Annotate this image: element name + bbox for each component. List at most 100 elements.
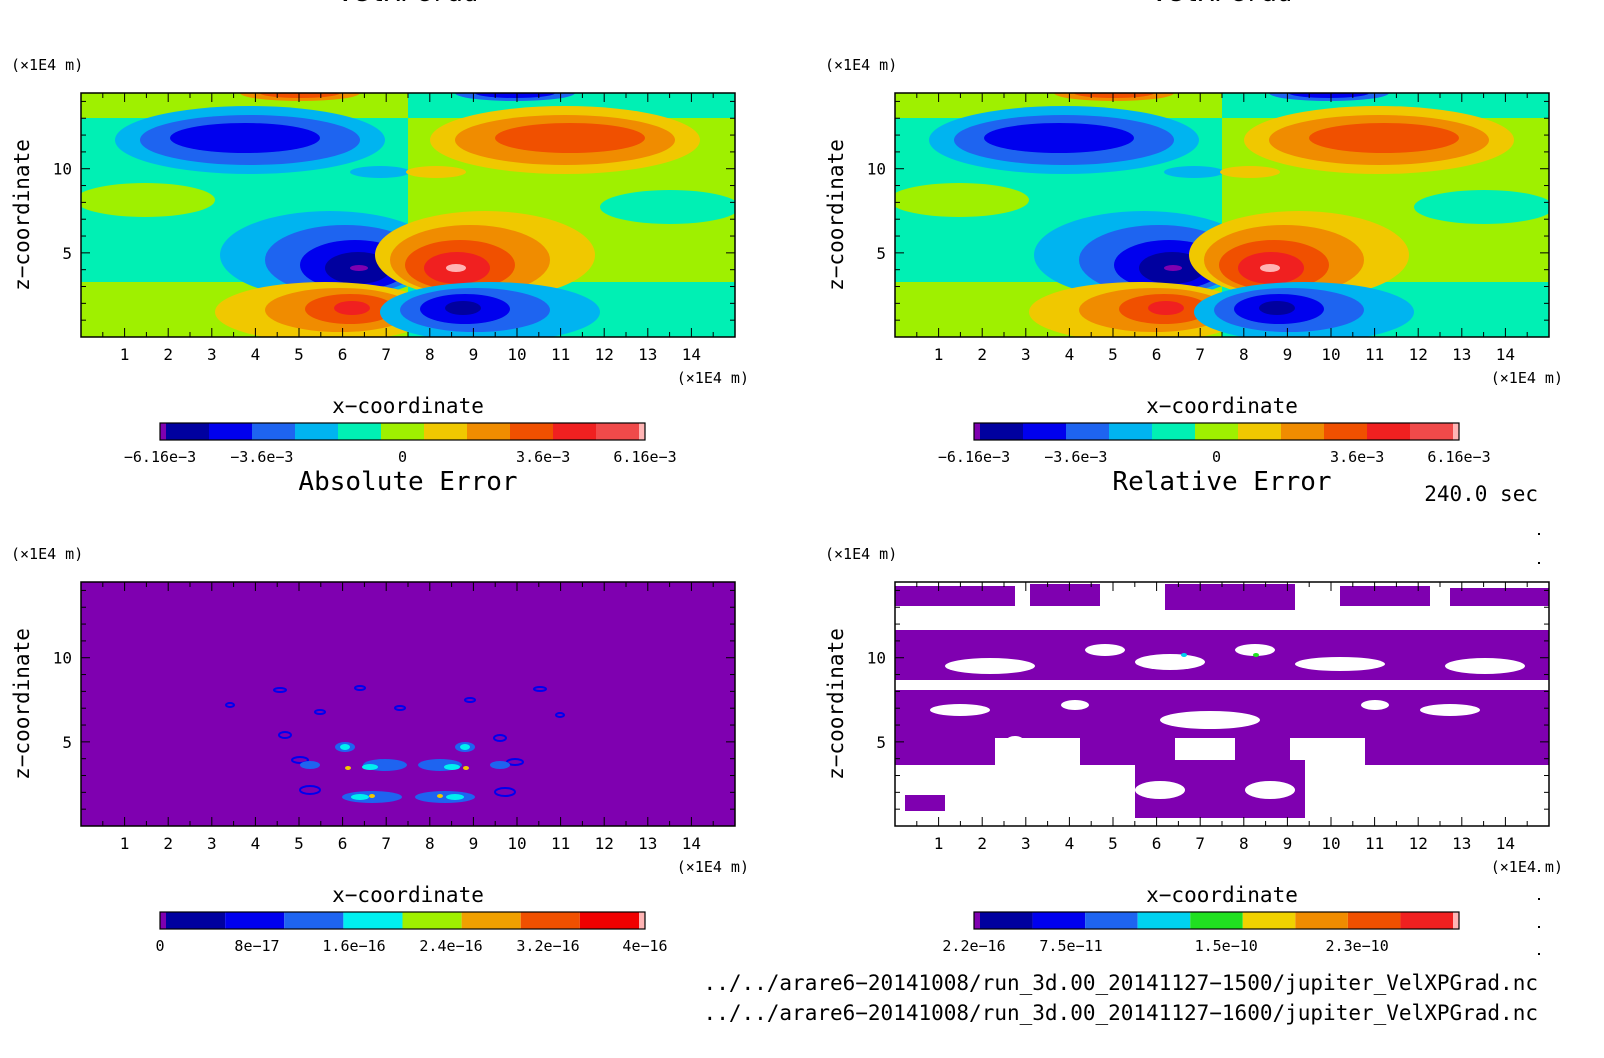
colorbar-label: 1.6e−16 bbox=[322, 937, 385, 955]
x-tick-label: 14 bbox=[682, 345, 701, 364]
y-axis-label: z−coordinate bbox=[824, 628, 848, 780]
marker-dot bbox=[1538, 953, 1540, 955]
x-tick-label: 3 bbox=[1021, 345, 1031, 364]
colorbar-swatch bbox=[295, 423, 338, 440]
colorbar-swatch bbox=[1453, 912, 1459, 929]
colorbar-label: 0 bbox=[155, 937, 164, 955]
y-axis-unit: (×1E4 m) bbox=[11, 56, 83, 74]
colorbar-swatch bbox=[974, 912, 980, 929]
y-tick-label: 5 bbox=[62, 244, 72, 263]
colorbar-frame bbox=[973, 422, 1460, 441]
x-tick-label: 9 bbox=[469, 834, 479, 853]
colorbar-swatch bbox=[980, 912, 1033, 929]
y-axis-unit: (×1E4 m) bbox=[11, 545, 83, 563]
colorbar-label: 0 bbox=[1212, 448, 1221, 466]
x-tick-label: 9 bbox=[469, 345, 479, 364]
x-tick-label: 5 bbox=[294, 345, 304, 364]
x-tick-label: 1 bbox=[120, 345, 130, 364]
x-tick-label: 12 bbox=[595, 345, 614, 364]
marker-dot bbox=[1538, 926, 1540, 928]
x-axis-label: x−coordinate bbox=[1146, 394, 1298, 418]
colorbar-swatch bbox=[343, 912, 403, 929]
y-axis-unit: (×1E4 m) bbox=[825, 56, 897, 74]
colorbar-swatch bbox=[1295, 912, 1348, 929]
x-axis-unit: (×1E4 m) bbox=[1491, 369, 1563, 387]
marker-dot bbox=[1538, 898, 1540, 900]
colorbar-swatch bbox=[510, 423, 553, 440]
x-tick-label: 9 bbox=[1283, 834, 1293, 853]
colorbar-swatch bbox=[553, 423, 596, 440]
x-axis-unit: (×1E4 m) bbox=[1491, 858, 1563, 876]
x-tick-label: 1 bbox=[120, 834, 130, 853]
x-axis-label: x−coordinate bbox=[332, 883, 484, 907]
x-tick-label: 11 bbox=[1365, 345, 1384, 364]
colorbar-label: 0 bbox=[398, 448, 407, 466]
colorbar-swatch bbox=[1109, 423, 1152, 440]
colorbar-swatch bbox=[166, 912, 226, 929]
colorbar-swatch bbox=[1152, 423, 1195, 440]
panel-2-field bbox=[895, 93, 1549, 337]
colorbar-swatch bbox=[1085, 912, 1138, 929]
y-tick-label: 10 bbox=[867, 649, 886, 668]
x-tick-label: 11 bbox=[551, 345, 570, 364]
colorbar-swatch bbox=[520, 912, 580, 929]
y-tick-label: 5 bbox=[876, 244, 886, 263]
colorbar-swatch bbox=[639, 423, 645, 440]
colorbar-swatch bbox=[1032, 912, 1086, 929]
colorbar-swatch bbox=[1347, 912, 1401, 929]
colorbar-swatch bbox=[596, 423, 639, 440]
marker-dot bbox=[1538, 870, 1540, 872]
x-tick-label: 1 bbox=[934, 345, 944, 364]
x-tick-label: 7 bbox=[1195, 345, 1205, 364]
x-tick-label: 13 bbox=[1452, 345, 1471, 364]
file-path-1: ../../arare6−20141008/run_3d.00_20141127… bbox=[704, 971, 1538, 995]
x-tick-label: 13 bbox=[638, 345, 657, 364]
colorbar-label: 3.6e−3 bbox=[516, 448, 570, 466]
x-tick-label: 14 bbox=[1496, 345, 1515, 364]
x-tick-label: 13 bbox=[638, 834, 657, 853]
colorbar-label: −3.6e−3 bbox=[230, 448, 293, 466]
colorbar-swatch bbox=[579, 912, 639, 929]
y-tick-label: 10 bbox=[53, 649, 72, 668]
x-tick-label: 11 bbox=[551, 834, 570, 853]
y-axis-label: z−coordinate bbox=[10, 628, 34, 780]
x-tick-label: 2 bbox=[977, 834, 987, 853]
colorbar-swatch bbox=[639, 912, 645, 929]
y-axis-label: z−coordinate bbox=[10, 139, 34, 291]
x-tick-label: 4 bbox=[251, 834, 261, 853]
colorbar-swatch bbox=[225, 912, 285, 929]
colorbar-swatch bbox=[980, 423, 1023, 440]
colorbar-swatch bbox=[209, 423, 252, 440]
x-axis-label: x−coordinate bbox=[1146, 883, 1298, 907]
chart-title: VelXPGrad bbox=[1152, 0, 1293, 8]
x-tick-label: 10 bbox=[1321, 345, 1340, 364]
colorbar-swatch bbox=[1400, 912, 1453, 929]
x-tick-label: 5 bbox=[1108, 345, 1118, 364]
chart-title: VelXPGrad bbox=[338, 0, 479, 8]
colorbar-swatch bbox=[338, 423, 381, 440]
x-tick-label: 12 bbox=[595, 834, 614, 853]
marker-dot bbox=[1538, 562, 1540, 564]
x-tick-label: 12 bbox=[1409, 345, 1428, 364]
colorbar-swatch bbox=[1410, 423, 1453, 440]
colorbar-frame bbox=[159, 911, 646, 930]
colorbar-label: −3.6e−3 bbox=[1044, 448, 1107, 466]
colorbar-swatch bbox=[1453, 423, 1459, 440]
x-tick-label: 6 bbox=[1152, 345, 1162, 364]
panel-3-field bbox=[81, 582, 735, 826]
x-tick-label: 3 bbox=[207, 345, 217, 364]
colorbar-swatch bbox=[1238, 423, 1281, 440]
colorbar-swatch bbox=[1324, 423, 1367, 440]
colorbar-frame bbox=[973, 911, 1460, 930]
colorbar-swatch bbox=[1066, 423, 1109, 440]
x-tick-label: 7 bbox=[381, 345, 391, 364]
colorbar-swatch bbox=[160, 912, 166, 929]
y-tick-label: 5 bbox=[876, 733, 886, 752]
file-path-2: ../../arare6−20141008/run_3d.00_20141127… bbox=[704, 1001, 1538, 1025]
colorbar-label: 2.3e−10 bbox=[1326, 937, 1389, 955]
x-tick-label: 3 bbox=[207, 834, 217, 853]
x-tick-label: 8 bbox=[1239, 345, 1249, 364]
colorbar-swatch bbox=[974, 423, 980, 440]
x-tick-label: 14 bbox=[1496, 834, 1515, 853]
